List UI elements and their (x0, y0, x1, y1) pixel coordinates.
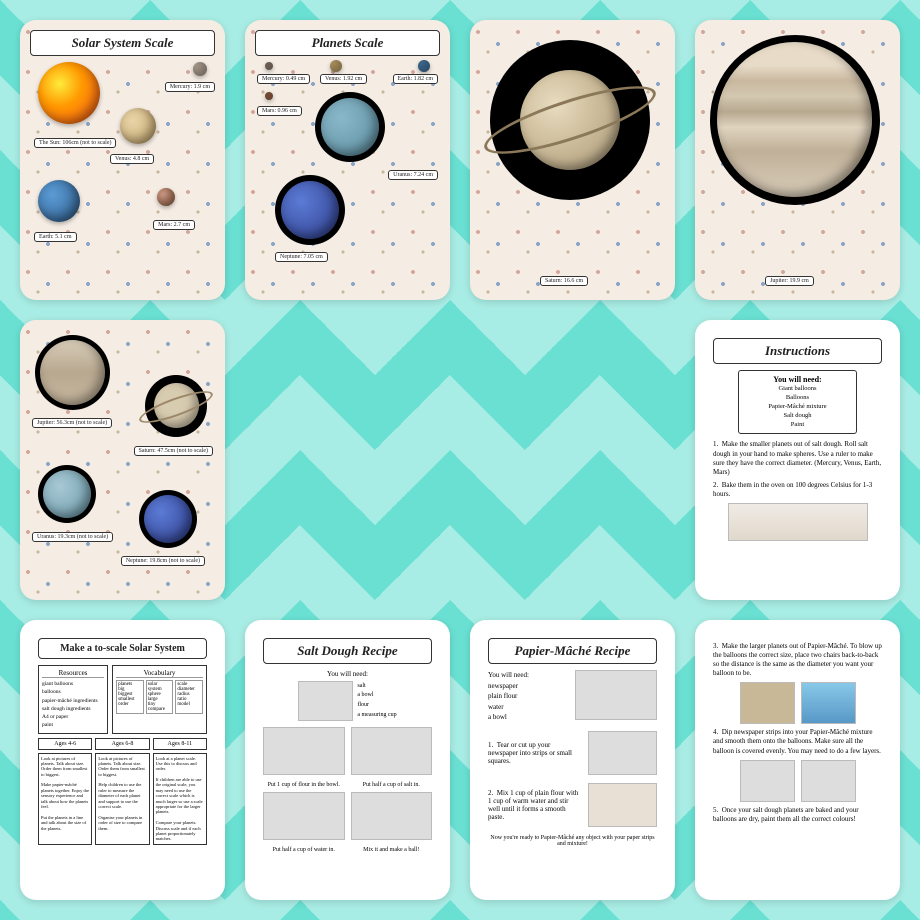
sun (38, 62, 100, 124)
title: Planets Scale (255, 30, 440, 56)
title: Solar System Scale (30, 30, 215, 56)
card-instructions: Instructions You will need: Giant balloo… (695, 320, 900, 600)
card-solar-system-scale: Solar System Scale Mercury: 1.9 cm The S… (20, 20, 225, 300)
card-jupiter: Jupiter: 19.9 cm (695, 20, 900, 300)
card-saturn: Saturn: 16.6 cm (470, 20, 675, 300)
mars (157, 188, 175, 206)
card-make-scale: Make a to-scale Solar System Resources g… (20, 620, 225, 900)
card-salt-dough: Salt Dough Recipe You will need: salta b… (245, 620, 450, 900)
card-gas-giants-scale: Jupiter: 56.3cm (not to scale) Saturn: 4… (20, 320, 225, 600)
card-instructions-2: 3. Make the larger planets out of Papier… (695, 620, 900, 900)
card-papier-mache: Papier-Mâché Recipe You will need:newspa… (470, 620, 675, 900)
earth (38, 180, 80, 222)
card-planets-scale: Planets Scale Mercury: 0.49 cm Venus: 1.… (245, 20, 450, 300)
mercury (193, 62, 207, 76)
venus (120, 108, 156, 144)
